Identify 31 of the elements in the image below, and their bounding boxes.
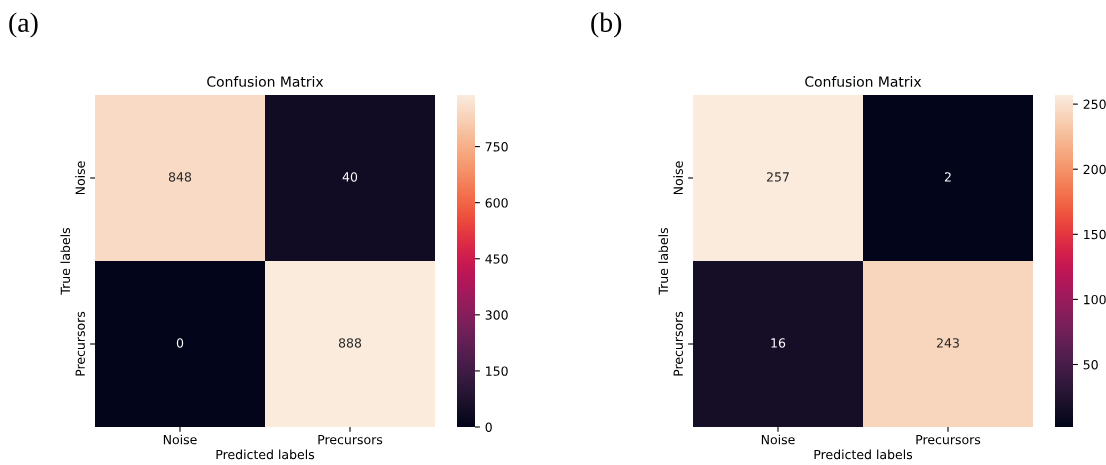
chart-title: Confusion Matrix bbox=[207, 76, 324, 87]
x-tick-label: Noise bbox=[761, 434, 795, 445]
color-bar-label: 250 bbox=[1083, 99, 1106, 110]
data-label: 16 bbox=[771, 338, 786, 348]
text: (b) bbox=[591, 12, 622, 38]
data-label: 888 bbox=[338, 338, 362, 348]
x-tick-label: Noise bbox=[163, 434, 197, 445]
color-bar-label: 200 bbox=[1083, 164, 1106, 175]
x-axis-title: Predicted labels bbox=[216, 449, 315, 460]
y-axis-title: True labels bbox=[658, 227, 669, 295]
data-label: 243 bbox=[936, 338, 959, 348]
data-label: 848 bbox=[168, 172, 192, 182]
x-tick-label: Precursors bbox=[916, 435, 981, 445]
data-label: 0 bbox=[176, 338, 184, 348]
y-axis-title: True labels bbox=[60, 227, 71, 295]
chart-title: Confusion Matrix bbox=[805, 76, 922, 87]
data-label: 2 bbox=[944, 172, 951, 182]
x-tick-label: Precursors bbox=[318, 435, 383, 445]
color-bar-label: 150 bbox=[486, 366, 508, 376]
color-bar-label: 600 bbox=[485, 198, 508, 208]
color-bar-label: 100 bbox=[1084, 294, 1106, 305]
color-bar-label: 150 bbox=[1084, 229, 1106, 240]
x-axis-title: Predicted labels bbox=[814, 449, 913, 460]
color-bar-label: 750 bbox=[485, 142, 508, 152]
text: (a) bbox=[9, 12, 38, 38]
data-label: 40 bbox=[342, 172, 358, 182]
color-bar-label: 450 bbox=[485, 254, 508, 264]
color-bar-label: 0 bbox=[485, 422, 492, 432]
color-bar-label: 300 bbox=[485, 310, 508, 320]
data-label: 257 bbox=[766, 172, 789, 182]
color-bar-label: 50 bbox=[1083, 359, 1098, 370]
